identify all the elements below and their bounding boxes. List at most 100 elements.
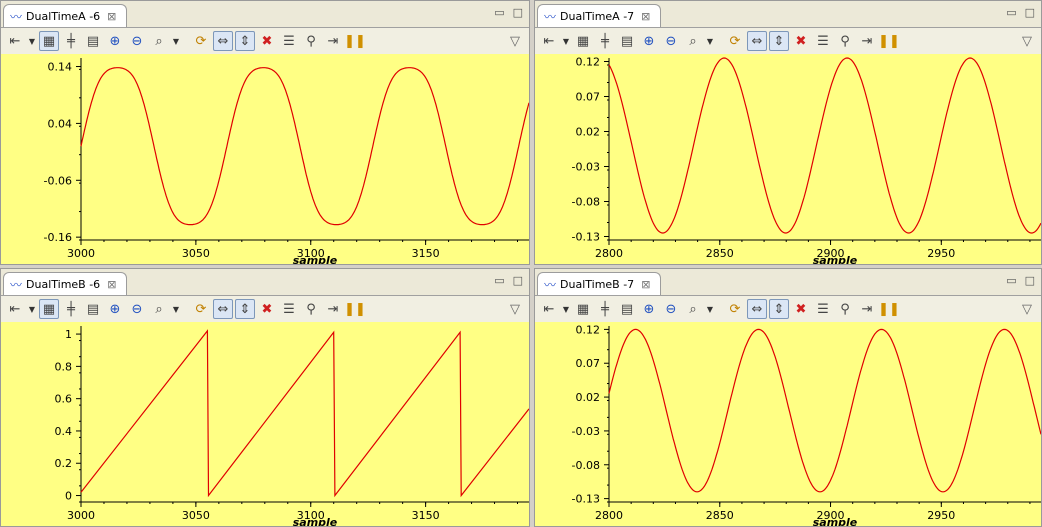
align-icon[interactable]: ╪ [67,301,75,317]
auto-scale-h-icon[interactable]: ⇔ [213,31,233,51]
zoom-in-icon[interactable]: ⊕ [109,33,121,49]
find-icon[interactable]: ⚲ [840,301,850,317]
find-icon[interactable]: ⚲ [306,33,316,49]
dropdown-arrow-icon[interactable]: ▼ [706,304,714,314]
auto-scale-h-icon[interactable]: ⇔ [747,299,767,319]
dropdown-arrow-icon[interactable]: ▼ [706,36,714,46]
zoom-out-icon[interactable]: ⊖ [665,301,677,317]
plot-area[interactable]: 0.12 0.07 0.02 -0.03 -0.08 -0.13 2800 2850 2900 2… [535,322,1041,526]
delete-icon[interactable]: ✖ [261,33,273,49]
maximize-icon[interactable]: □ [512,274,523,287]
chart-icon: 〰 [10,9,23,24]
zoom-out-icon[interactable]: ⊖ [131,33,143,49]
close-icon[interactable]: ⊠ [107,277,117,291]
zoom-fit-icon[interactable]: ⌕ [689,33,697,49]
zoom-out-icon[interactable]: ⊖ [131,301,143,317]
y-tick-label: -0.16 [44,231,72,244]
auto-scale-v-icon[interactable]: ⇕ [769,31,789,51]
list-icon[interactable]: ☰ [283,33,295,49]
marker-icon[interactable]: ⇤ [9,301,21,317]
tab-dualtimea-6[interactable]: 〰 DualTimeA -6 ⊠ [3,4,128,27]
pause-icon[interactable]: ❚❚ [878,301,900,317]
y-tick-label: 0.2 [55,457,73,470]
pause-icon[interactable]: ❚❚ [344,33,366,49]
list-icon[interactable]: ☰ [817,33,829,49]
align-icon[interactable]: ╪ [67,33,75,49]
find-icon[interactable]: ⚲ [840,33,850,49]
y-tick-label: -0.13 [572,231,600,244]
auto-scale-v-icon[interactable]: ⇕ [235,31,255,51]
auto-scale-v-icon[interactable]: ⇕ [235,299,255,319]
marker-icon[interactable]: ⇤ [543,301,555,317]
x-tick-label: 3100 [297,509,325,522]
range-icon[interactable]: ▤ [86,301,100,317]
pause-icon[interactable]: ❚❚ [344,301,366,317]
tab-label: DualTimeB -7 [560,277,635,291]
auto-scale-h-icon[interactable]: ⇔ [747,31,767,51]
dropdown-arrow-icon[interactable]: ▼ [28,304,36,314]
list-icon[interactable]: ☰ [283,301,295,317]
view-menu-icon[interactable]: ▽ [1022,33,1032,49]
find-icon[interactable]: ⚲ [306,301,316,317]
align-icon[interactable]: ╪ [601,33,609,49]
plot-area[interactable]: 1 0.8 0.6 0.4 0.2 0 3000 3050 3100 3150 sample [1,322,529,526]
list-icon[interactable]: ☰ [817,301,829,317]
minimize-icon[interactable]: ▭ [494,274,505,287]
zoom-out-icon[interactable]: ⊖ [665,33,677,49]
layout-icon[interactable]: ▦ [576,33,590,49]
marker-icon[interactable]: ⇤ [543,33,555,49]
plot-area[interactable]: 0.12 0.07 0.02 -0.03 -0.08 -0.13 2800 2850 2900 2… [535,54,1041,264]
pause-icon[interactable]: ❚❚ [878,33,900,49]
maximize-icon[interactable]: □ [512,6,523,19]
step-icon[interactable]: ⇥ [327,301,339,317]
dropdown-arrow-icon[interactable]: ▼ [172,304,180,314]
window-buttons: ▭ □ [494,6,523,19]
view-menu-icon[interactable]: ▽ [510,301,520,317]
view-toolbar: ⇤ ▼ ▦ ╪ ▤ ⊕ ⊖ ⌕ ▼ ⟳ ⇔ ⇕ ✖ ☰ ⚲ ⇥ ❚❚ ▽ [535,296,1041,322]
maximize-icon[interactable]: □ [1024,274,1035,287]
close-icon[interactable]: ⊠ [641,277,651,291]
close-icon[interactable]: ⊠ [641,9,651,23]
range-icon[interactable]: ▤ [620,33,634,49]
refresh-icon[interactable]: ⟳ [195,33,207,49]
zoom-in-icon[interactable]: ⊕ [109,301,121,317]
layout-icon[interactable]: ▦ [39,299,59,319]
zoom-in-icon[interactable]: ⊕ [643,301,655,317]
delete-icon[interactable]: ✖ [261,301,273,317]
tab-dualtimeb-7[interactable]: 〰 DualTimeB -7 ⊠ [537,272,662,295]
auto-scale-v-icon[interactable]: ⇕ [769,299,789,319]
minimize-icon[interactable]: ▭ [1006,274,1017,287]
step-icon[interactable]: ⇥ [861,33,873,49]
step-icon[interactable]: ⇥ [861,301,873,317]
marker-icon[interactable]: ⇤ [9,33,21,49]
view-menu-icon[interactable]: ▽ [510,33,520,49]
dropdown-arrow-icon[interactable]: ▼ [562,304,570,314]
refresh-icon[interactable]: ⟳ [729,33,741,49]
zoom-fit-icon[interactable]: ⌕ [155,33,163,49]
zoom-fit-icon[interactable]: ⌕ [689,301,697,317]
delete-icon[interactable]: ✖ [795,33,807,49]
refresh-icon[interactable]: ⟳ [729,301,741,317]
maximize-icon[interactable]: □ [1024,6,1035,19]
minimize-icon[interactable]: ▭ [494,6,505,19]
dropdown-arrow-icon[interactable]: ▼ [28,36,36,46]
zoom-fit-icon[interactable]: ⌕ [155,301,163,317]
delete-icon[interactable]: ✖ [795,301,807,317]
dropdown-arrow-icon[interactable]: ▼ [172,36,180,46]
auto-scale-h-icon[interactable]: ⇔ [213,299,233,319]
layout-icon[interactable]: ▦ [39,31,59,51]
tab-dualtimeb-6[interactable]: 〰 DualTimeB -6 ⊠ [3,272,128,295]
step-icon[interactable]: ⇥ [327,33,339,49]
align-icon[interactable]: ╪ [601,301,609,317]
range-icon[interactable]: ▤ [620,301,634,317]
dropdown-arrow-icon[interactable]: ▼ [562,36,570,46]
plot-area[interactable]: 0.14 0.04 -0.06 -0.16 3000 3050 3100 3150 sample [1,54,529,264]
layout-icon[interactable]: ▦ [576,301,590,317]
range-icon[interactable]: ▤ [86,33,100,49]
minimize-icon[interactable]: ▭ [1006,6,1017,19]
close-icon[interactable]: ⊠ [107,9,117,23]
zoom-in-icon[interactable]: ⊕ [643,33,655,49]
view-menu-icon[interactable]: ▽ [1022,301,1032,317]
refresh-icon[interactable]: ⟳ [195,301,207,317]
tab-dualtimea-7[interactable]: 〰 DualTimeA -7 ⊠ [537,4,662,27]
